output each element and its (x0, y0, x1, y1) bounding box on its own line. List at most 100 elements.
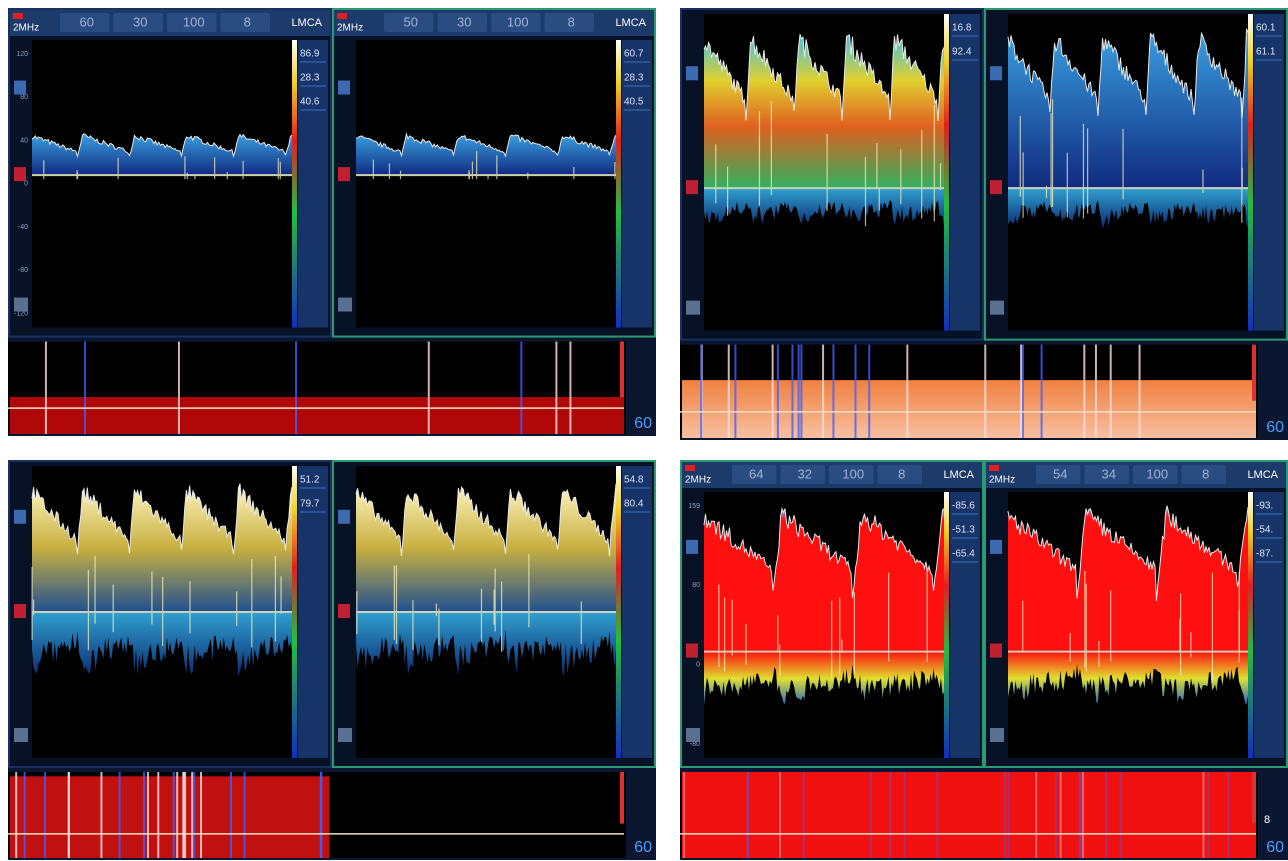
setting-value[interactable]: 100 (507, 14, 529, 29)
setting-value[interactable]: 30 (457, 14, 471, 29)
side-button[interactable] (990, 180, 1002, 195)
setting-value[interactable]: 50 (404, 14, 418, 29)
envelope-trace (1007, 28, 1249, 118)
readings-panel (622, 40, 652, 328)
readings-panel (1254, 14, 1284, 331)
vessel-label[interactable]: LMCA (291, 17, 322, 29)
setting-box (1036, 465, 1081, 484)
side-button[interactable] (686, 539, 698, 554)
reading-value: 40.5 (624, 97, 644, 108)
side-button[interactable] (686, 728, 700, 742)
color-bar (1248, 492, 1253, 758)
setting-value[interactable]: 100 (1146, 466, 1168, 481)
side-button[interactable] (686, 643, 698, 658)
reading-value: 51.2 (300, 475, 320, 486)
setting-value[interactable]: 54 (1053, 466, 1067, 481)
side-button[interactable] (686, 300, 700, 315)
side-button[interactable] (338, 604, 350, 618)
spectrum-area (32, 40, 292, 328)
axis-label: -80 (690, 741, 700, 748)
side-button[interactable] (686, 180, 698, 195)
color-bar (944, 14, 949, 331)
side-button[interactable] (338, 728, 352, 742)
side-button[interactable] (14, 728, 28, 742)
probe-icon (685, 465, 695, 471)
color-bar (1248, 14, 1253, 331)
setting-box (437, 13, 487, 32)
side-button[interactable] (338, 297, 352, 312)
axis-label: -40 (18, 224, 28, 231)
spectral-waveform (356, 134, 616, 176)
side-button[interactable] (990, 643, 1002, 658)
setting-box (113, 13, 163, 32)
axis-label: -120 (14, 310, 28, 317)
axis-label: 80 (20, 94, 28, 101)
side-button[interactable] (990, 728, 1004, 742)
side-button[interactable] (990, 539, 1002, 554)
strip-signal (682, 772, 1256, 858)
reading-value: -87. (1256, 549, 1273, 560)
side-button[interactable] (14, 167, 26, 182)
probe-frequency: 2MHz (989, 475, 1015, 486)
setting-box (780, 465, 825, 484)
setting-value[interactable]: 64 (749, 466, 763, 481)
spectrum-area (356, 40, 616, 328)
monitor-view: 16.8 92.4 60.1 61.1 60 (680, 8, 1288, 440)
envelope-trace (355, 483, 617, 557)
reading-value: 28.3 (624, 73, 644, 84)
setting-value[interactable]: 8 (568, 14, 575, 29)
side-button[interactable] (14, 509, 26, 524)
vessel-label[interactable]: LMCA (1247, 469, 1278, 481)
probe-icon (337, 13, 347, 19)
side-button[interactable] (14, 297, 28, 312)
side-button[interactable] (14, 604, 26, 618)
strip-signal (10, 776, 330, 858)
mmode-strip: 60 (8, 772, 652, 858)
reading-value: 86.9 (300, 49, 320, 60)
side-button[interactable] (338, 80, 350, 95)
readings-panel (950, 492, 980, 758)
side-button[interactable] (338, 509, 350, 524)
axis-label: -80 (18, 267, 28, 274)
side-button[interactable] (686, 66, 698, 81)
vessel-label[interactable]: LMCA (943, 469, 974, 481)
side-button[interactable] (14, 80, 26, 95)
setting-value[interactable]: 100 (183, 14, 205, 29)
reading-value: 54.8 (624, 475, 644, 486)
reading-value: 60.1 (1256, 23, 1276, 34)
axis-label: 0 (696, 662, 700, 669)
setting-value[interactable]: 100 (842, 466, 864, 481)
scale-label: 60 (634, 415, 652, 432)
vessel-label[interactable]: LMCA (615, 17, 646, 29)
color-bar (292, 466, 297, 758)
setting-value[interactable]: 8 (898, 466, 905, 481)
scale-label: 60 (1266, 839, 1284, 856)
setting-value[interactable]: 30 (133, 14, 147, 29)
axis-label: 159 (688, 503, 700, 510)
axis-label: 120 (16, 51, 28, 58)
reverse-flow (704, 188, 944, 228)
setting-box (491, 13, 541, 32)
axis-label: 80 (692, 582, 700, 589)
envelope-trace (355, 132, 617, 158)
monitor-view: 2MHz 64 32 100 8 LMCA 159 80 0 -80 -85.6 -51.3 -65.4… (680, 460, 1288, 860)
reverse-flow (32, 612, 292, 678)
probe-frequency: 2MHz (13, 23, 39, 34)
setting-value[interactable]: 8 (244, 14, 251, 29)
side-button[interactable] (990, 300, 1004, 315)
reading-value: 92.4 (952, 47, 972, 58)
axis-label: 40 (20, 137, 28, 144)
reading-value: 60.7 (624, 49, 644, 60)
reading-value: -54. (1256, 525, 1273, 536)
reading-value: 16.8 (952, 23, 972, 34)
setting-value[interactable]: 8 (1202, 466, 1209, 481)
side-button[interactable] (338, 167, 350, 182)
strip-colorbar (620, 772, 624, 824)
setting-value[interactable]: 34 (1102, 466, 1116, 481)
readings-panel (298, 466, 328, 758)
setting-box (544, 13, 594, 32)
setting-value[interactable]: 60 (80, 14, 94, 29)
side-button[interactable] (990, 66, 1002, 81)
monitor-view: 2MHz 60 30 100 8 LMCA 120 80 40 0 -40 -80 -120 86.9 28… (8, 8, 656, 436)
setting-value[interactable]: 32 (798, 466, 812, 481)
